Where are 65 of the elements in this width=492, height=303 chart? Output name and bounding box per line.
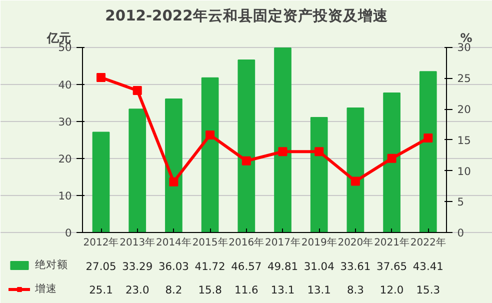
y-tick-label: 40 xyxy=(58,78,72,92)
point xyxy=(350,176,360,186)
bar xyxy=(274,47,292,234)
y2-tick-label: 20 xyxy=(457,103,472,116)
data-label: 11.6 xyxy=(234,284,258,297)
data-label: 23.0 xyxy=(125,284,150,297)
bar xyxy=(346,107,364,234)
data-label: 31.04 xyxy=(304,260,335,274)
point xyxy=(132,86,142,95)
y2-tick-label: 5 xyxy=(457,196,464,209)
y-tick-label: 30 xyxy=(58,115,72,128)
y2-tick-label: 15 xyxy=(457,134,471,147)
data-label: 49.81 xyxy=(267,260,298,274)
x-tick-label: 2021年 xyxy=(374,236,410,249)
chart-title: 2012-2022年云和县固定资产投资及增速 xyxy=(105,6,389,24)
y2-tick-label: 10 xyxy=(457,164,472,178)
point xyxy=(206,130,215,140)
bar xyxy=(238,59,256,234)
data-label: 15.3 xyxy=(416,284,440,297)
x-tick-label: 2012年 xyxy=(83,236,119,249)
x-tick-label: 2017年 xyxy=(265,236,300,249)
bar xyxy=(310,117,328,234)
bar xyxy=(419,71,437,234)
data-label: 27.05 xyxy=(86,260,116,274)
point xyxy=(242,156,251,166)
legend-label: 绝对额 xyxy=(35,257,68,273)
x-tick-label: 2022年 xyxy=(410,236,446,249)
x-tick-label: 2020年 xyxy=(338,236,374,249)
y-tick-label: 0 xyxy=(65,226,72,240)
data-label: 8.3 xyxy=(346,284,364,297)
point xyxy=(278,147,288,156)
point xyxy=(96,73,106,82)
x-tick-label: 2014年 xyxy=(156,236,192,249)
bar xyxy=(383,92,400,234)
bar xyxy=(165,98,182,234)
data-label: 37.65 xyxy=(376,260,408,274)
data-label: 41.72 xyxy=(194,260,226,274)
data-label: 13.1 xyxy=(307,284,331,297)
bar xyxy=(92,132,110,234)
data-label: 13.1 xyxy=(270,284,295,297)
data-label: 46.57 xyxy=(231,260,262,274)
point xyxy=(387,154,396,163)
data-label: 12.0 xyxy=(380,284,404,297)
data-label: 8.2 xyxy=(165,284,182,297)
x-tick-label: 2016年 xyxy=(228,236,264,249)
point xyxy=(314,147,324,156)
data-label: 43.41 xyxy=(412,260,444,274)
bar xyxy=(128,108,146,234)
data-label: 33.61 xyxy=(340,260,371,274)
y-tick-label: 20 xyxy=(58,152,72,166)
x-tick-label: 2015年 xyxy=(192,236,228,249)
y2-tick-label: 25 xyxy=(457,72,471,86)
y2-tick-label: 30 xyxy=(457,41,472,54)
data-label: 15.8 xyxy=(198,284,222,297)
legend-label: 增速 xyxy=(35,281,57,297)
y-tick-label: 10 xyxy=(58,189,72,202)
x-tick-label: 2013年 xyxy=(120,236,156,249)
point xyxy=(169,177,178,186)
y2-tick-label: 0 xyxy=(457,226,464,240)
data-label: 36.03 xyxy=(158,260,189,274)
data-label: 33.29 xyxy=(122,260,153,274)
data-label: 25.1 xyxy=(89,284,113,297)
x-tick-label: 2019年 xyxy=(301,236,337,249)
bar xyxy=(201,77,219,234)
point xyxy=(424,134,433,143)
